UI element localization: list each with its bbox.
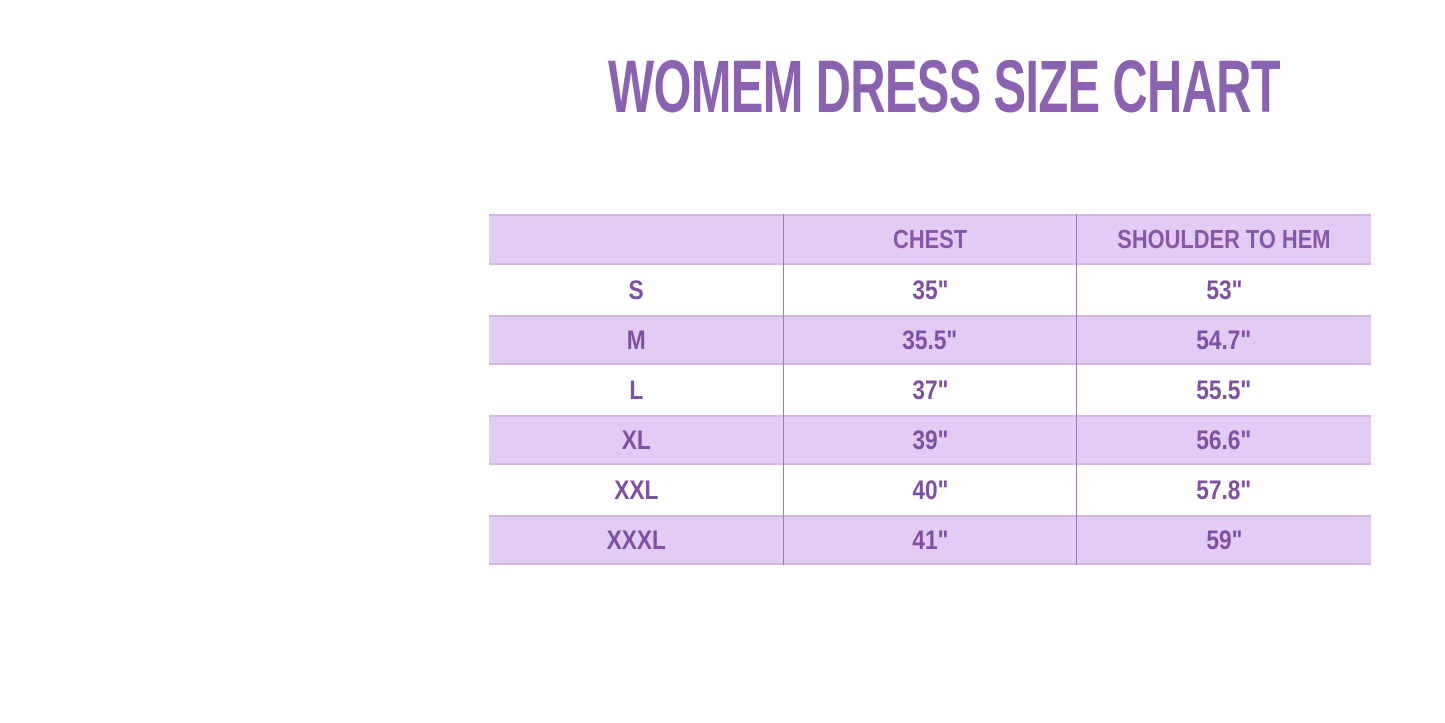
chest-value: 40"	[783, 465, 1077, 515]
shoulder-to-hem-value: 59"	[1206, 524, 1242, 555]
size-label: XXL	[613, 474, 659, 505]
header-cell-size	[489, 214, 783, 265]
size-table: CHEST SHOULDER TO HEM S 35" 53" M 35.5" …	[489, 214, 1371, 565]
chest-value: 35.5"	[783, 315, 1077, 365]
table-header-row: CHEST SHOULDER TO HEM	[489, 214, 1371, 265]
shoulder-to-hem-value: 56.6"	[1196, 424, 1252, 455]
table-row-l: L 37" 55.5"	[489, 365, 1371, 415]
table-row-s: S 35" 53"	[489, 265, 1371, 315]
table-row-xxxl: XXXL 41" 59"	[489, 515, 1371, 565]
size-label: L	[629, 374, 643, 405]
size-label: M	[626, 324, 646, 355]
shoulder-to-hem-value: 57.8"	[1196, 474, 1252, 505]
shoulder-to-hem-value: 54.7"	[1196, 324, 1252, 355]
table-row-xxl: XXL 40" 57.8"	[489, 465, 1371, 515]
chest-value: 41"	[783, 515, 1077, 565]
chest-value: 39"	[783, 415, 1077, 465]
shoulder-to-hem-value: 53"	[1206, 274, 1242, 305]
table-row-m: M 35.5" 54.7"	[489, 315, 1371, 365]
shoulder-to-hem-value: 55.5"	[1196, 374, 1252, 405]
chest-value: 35"	[783, 265, 1077, 315]
size-label: XXXL	[606, 524, 666, 555]
header-cell-shoulder-to-hem: SHOULDER TO HEM	[1117, 224, 1331, 254]
size-label: XL	[621, 424, 651, 455]
chest-value: 37"	[783, 365, 1077, 415]
header-cell-chest: CHEST	[783, 214, 1077, 265]
page-title: WOMEM DRESS SIZE CHART	[608, 45, 1281, 128]
table-row-xl: XL 39" 56.6"	[489, 415, 1371, 465]
size-label: S	[628, 274, 644, 305]
